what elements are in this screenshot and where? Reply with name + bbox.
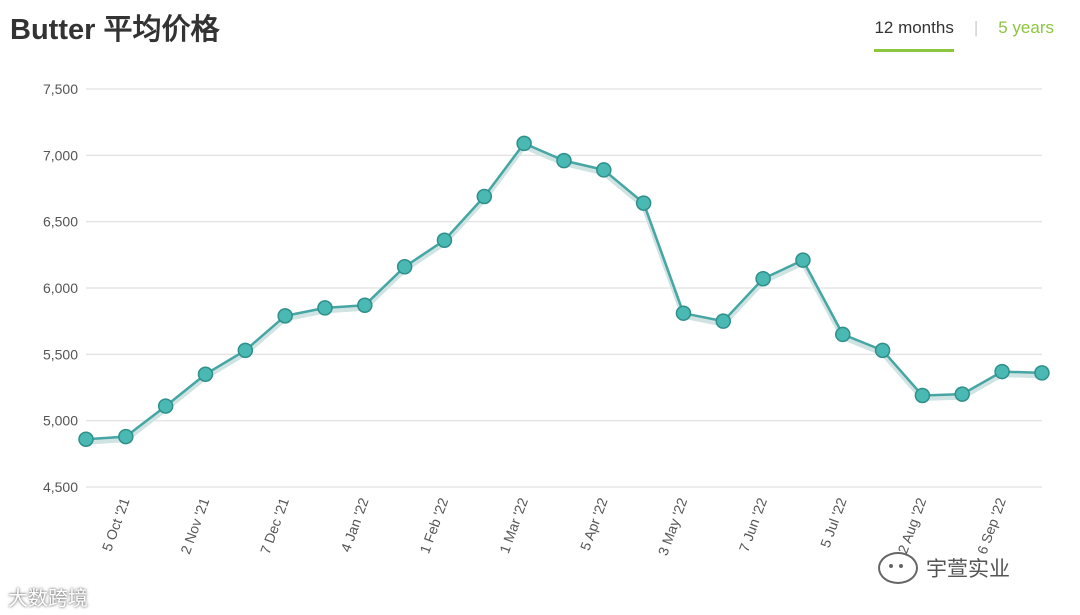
data-point <box>994 363 1010 380</box>
wechat-icon <box>878 552 918 584</box>
y-tick-label: 7,500 <box>43 81 78 97</box>
data-point <box>874 342 891 359</box>
tab-separator: | <box>973 18 979 37</box>
x-tick-label: 2 Nov '21 <box>177 495 212 556</box>
series-line-shadow <box>85 143 1042 445</box>
data-point <box>835 326 851 343</box>
data-point <box>197 366 214 382</box>
y-tick-label: 7,000 <box>43 147 78 163</box>
x-tick-label: 3 May '22 <box>655 495 691 557</box>
data-point <box>237 342 254 359</box>
y-tick-label: 6,500 <box>43 214 78 230</box>
data-point <box>516 135 532 152</box>
watermark-right: 宇萱实业 <box>878 552 1010 584</box>
x-tick-label: 7 Dec '21 <box>257 495 292 556</box>
x-tick-label: 7 Jun '22 <box>736 495 770 554</box>
data-point <box>157 398 174 414</box>
data-point <box>556 152 572 169</box>
x-tick-label: 5 Apr '22 <box>577 495 611 552</box>
x-tick-label: 5 Jul '22 <box>817 495 850 549</box>
data-point <box>596 162 612 178</box>
chart-title: Butter 平均价格 <box>10 14 220 46</box>
watermark-left: 大数跨境 <box>8 586 88 610</box>
x-tick-label: 1 Feb '22 <box>416 495 451 555</box>
tab-12-months[interactable]: 12 months <box>874 14 954 52</box>
series-line <box>85 142 1042 441</box>
tab-5-years[interactable]: 5 years <box>998 18 1054 37</box>
x-tick-label: 1 Mar '22 <box>496 495 531 555</box>
data-point <box>795 252 811 268</box>
y-tick-label: 5,000 <box>43 413 78 429</box>
data-point <box>675 305 692 321</box>
watermark-right-text: 宇萱实业 <box>926 557 1010 581</box>
period-tabs: 12 months | 5 years <box>874 14 1054 52</box>
data-point <box>715 313 732 329</box>
x-tick-label: 6 Sep '22 <box>974 495 1009 556</box>
data-point <box>436 232 453 248</box>
x-tick-label: 4 Jan '22 <box>337 495 371 554</box>
data-point <box>396 259 413 275</box>
data-point <box>78 431 94 447</box>
data-point <box>317 300 333 316</box>
y-tick-label: 5,500 <box>43 346 78 362</box>
data-point <box>1034 365 1050 381</box>
data-point <box>635 195 652 211</box>
data-point <box>914 387 931 404</box>
x-tick-label: 5 Oct '21 <box>99 495 133 553</box>
y-tick-label: 4,500 <box>43 479 78 495</box>
data-point <box>277 308 293 324</box>
data-point <box>476 188 493 205</box>
data-point <box>954 386 971 402</box>
data-point <box>357 297 373 313</box>
y-tick-label: 6,000 <box>43 280 78 296</box>
data-point <box>755 270 771 287</box>
data-point <box>118 428 134 445</box>
x-tick-label: 2 Aug '22 <box>894 495 929 555</box>
